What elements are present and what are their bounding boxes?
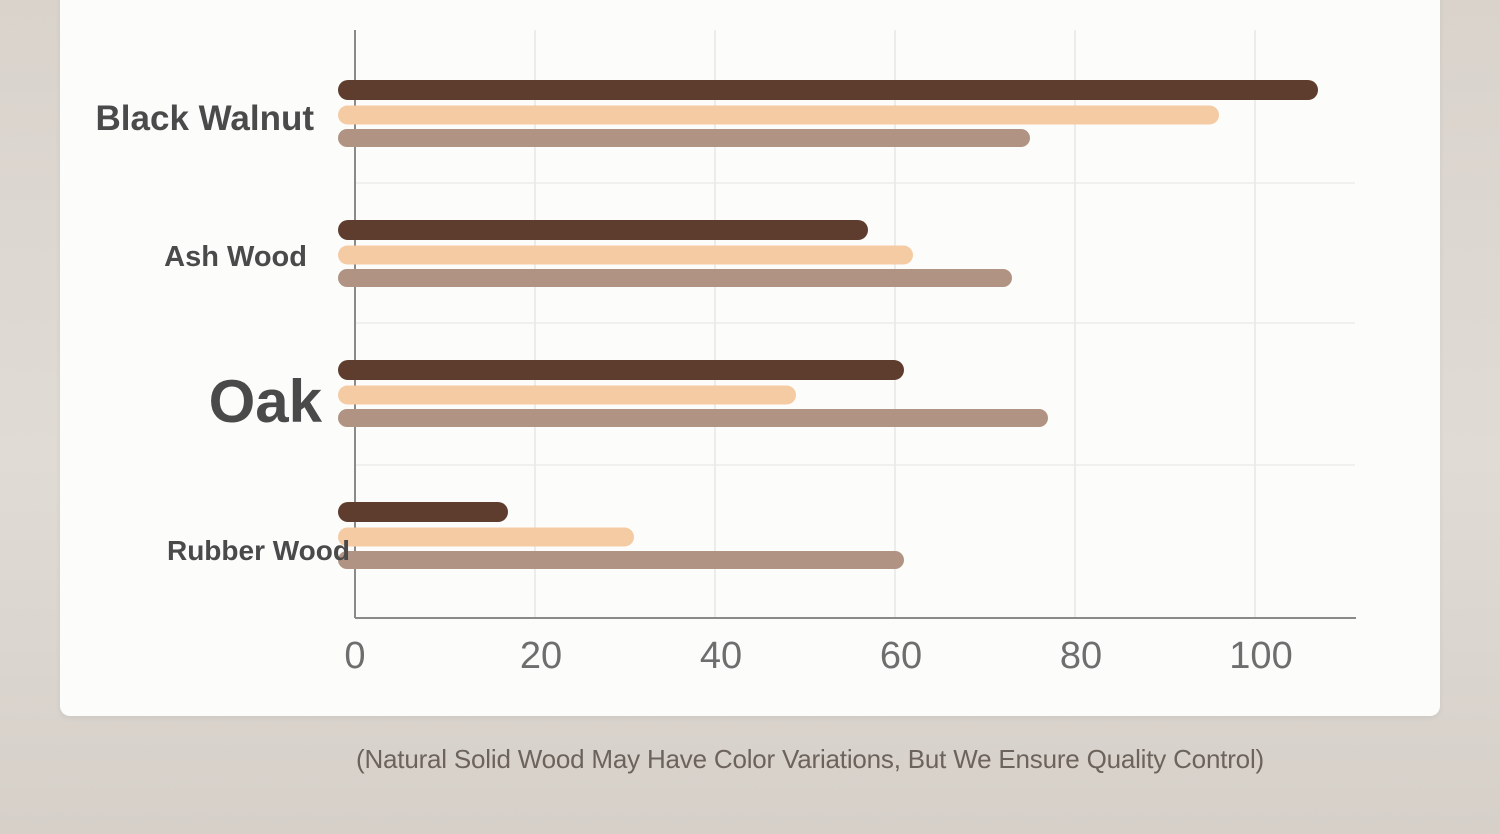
x-tick-label: 60 [880,635,922,677]
bar-ash-wood-s2 [338,245,913,265]
bar-black-walnut-s1 [338,80,1318,100]
category-label: Oak [209,368,323,435]
x-tick-label: 80 [1060,635,1102,677]
bar-rubber-wood-s3 [338,551,904,569]
x-tick-label: 100 [1229,635,1292,677]
category-label: Ash Wood [164,241,307,273]
x-tick-label: 0 [344,635,365,677]
bar-black-walnut-s3 [338,129,1030,147]
x-tick-label: 40 [700,635,742,677]
quality-caption: (Natural Solid Wood May Have Color Varia… [356,744,1264,774]
category-label: Black Walnut [96,99,315,138]
bar-black-walnut-s2 [338,105,1219,125]
bar-ash-wood-s1 [338,220,868,240]
bar-ash-wood-s3 [338,269,1012,287]
bar-oak-s1 [338,360,904,380]
bar-oak-s2 [338,385,796,405]
bar-rubber-wood-s2 [338,527,634,547]
bar-rubber-wood-s1 [338,502,508,522]
x-tick-label: 20 [520,635,562,677]
category-label: Rubber Wood [167,535,350,566]
bar-oak-s3 [338,409,1048,427]
